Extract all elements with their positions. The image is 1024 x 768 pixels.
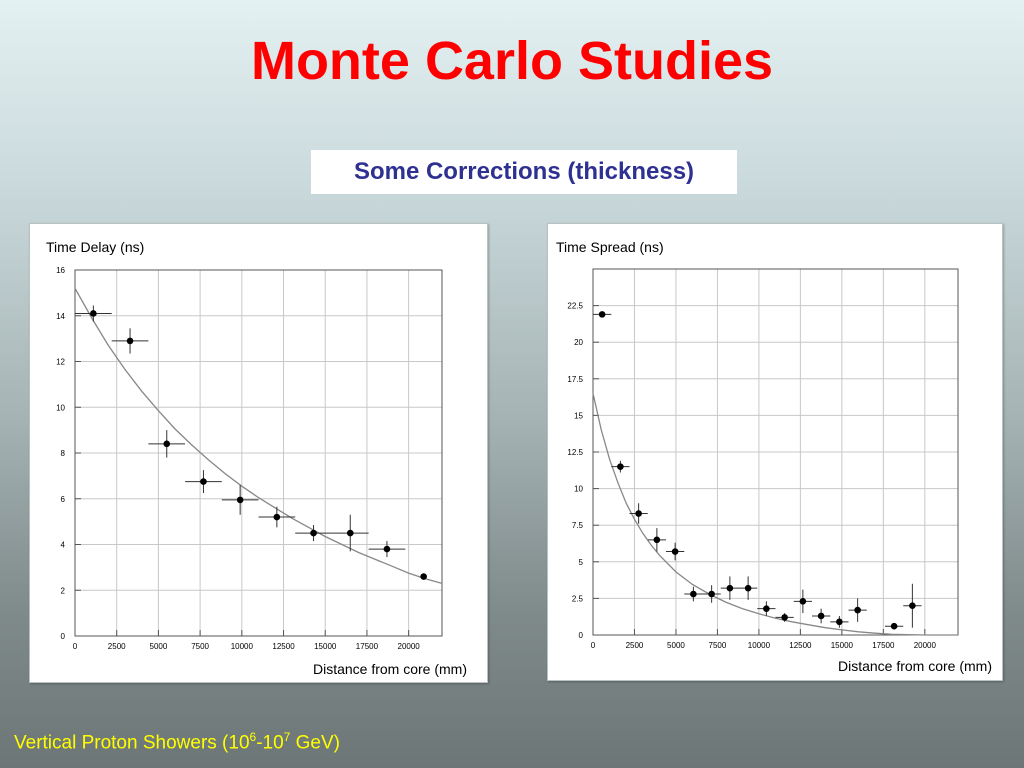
time-spread-y-tick-label: 2.5: [572, 594, 584, 603]
time-spread-data-point: [799, 598, 807, 605]
time-delay-y-tick-label: 2: [61, 586, 66, 595]
time-delay-y-tick-label: 4: [61, 541, 66, 550]
time-spread-data-point: [690, 590, 697, 598]
time-delay-x-tick-label: 17500: [356, 642, 379, 651]
time-spread-x-tick-label: 10000: [748, 641, 771, 650]
time-spread-y-tick-label: 20: [574, 338, 583, 347]
time-spread-data-point: [726, 584, 734, 592]
time-delay-y-tick-label: 10: [56, 403, 65, 412]
footer-prefix: Vertical Proton Showers (10: [14, 732, 250, 754]
time-delay-x-tick-label: 20000: [398, 642, 421, 651]
time-spread-y-tick-label: 5: [579, 558, 584, 567]
time-delay-data-point: [420, 573, 427, 580]
time-delay-y-tick-label: 8: [61, 449, 66, 458]
time-delay-x-tick-label: 5000: [150, 642, 168, 651]
time-spread-data-point: [617, 463, 624, 470]
footer-caption: Vertical Proton Showers (106-107 GeV): [14, 730, 340, 754]
time-delay-x-tick-label: 2500: [108, 642, 126, 651]
time-delay-x-tick-label: 0: [73, 642, 78, 651]
time-spread-data-point: [836, 618, 843, 626]
slide-subtitle: Some Corrections (thickness): [353, 158, 695, 185]
time-delay-y-tick-label: 16: [56, 266, 65, 275]
time-spread-data-point: [635, 510, 642, 517]
time-spread-data-point: [708, 590, 715, 598]
time-spread-y-tick-label: 17.5: [567, 375, 583, 384]
time-spread-fit-curve: [592, 393, 958, 636]
time-spread-data-point: [763, 605, 770, 612]
time-delay-data-point: [236, 496, 244, 504]
time-delay-x-tick-label: 7500: [191, 642, 209, 651]
time-delay-y-tick-label: 14: [56, 312, 65, 321]
time-delay-data-point: [346, 529, 354, 537]
time-spread-x-tick-label: 17500: [872, 641, 895, 650]
time-delay-x-tick-label: 12500: [272, 642, 295, 651]
time-spread-chart-xlabel: Distance from core (mm): [837, 658, 992, 674]
time-delay-chart: 0 2500 5000 7500 10000 12500 15000 17500 20000 0 2…: [56, 266, 443, 651]
footer-suffix: GeV): [290, 732, 340, 754]
time-delay-y-tick-label: 12: [56, 358, 65, 367]
time-delay-data-point: [90, 310, 97, 317]
time-spread-chart-panel: 0 2500 5000 7500 10000 12500 15000 17500 20000 0 2…: [547, 223, 1003, 681]
time-spread-y-tick-label: 12.5: [567, 448, 583, 457]
time-spread-x-tick-label: 7500: [709, 641, 727, 650]
time-spread-data-point: [744, 584, 752, 592]
time-delay-chart-panel: 0 2500 5000 7500 10000 12500 15000 17500 20000 0 2…: [29, 223, 488, 683]
time-delay-data-point: [126, 337, 134, 345]
time-spread-data-point: [598, 311, 606, 318]
time-spread-data-point: [909, 602, 916, 610]
time-spread-x-tick-label: 2500: [626, 641, 644, 650]
time-spread-data-point: [781, 614, 788, 621]
time-spread-data-point: [890, 622, 898, 630]
time-spread-data-point: [653, 536, 661, 544]
time-delay-data-point: [200, 478, 207, 485]
time-spread-x-tick-label: 5000: [667, 641, 685, 650]
time-spread-chart-title: Time Spread (ns): [556, 239, 664, 255]
time-spread-x-tick-label: 15000: [831, 641, 854, 650]
subtitle-box: Some Corrections (thickness): [311, 150, 737, 194]
time-spread-x-tick-label: 20000: [914, 641, 937, 650]
time-delay-y-tick-label: 6: [61, 495, 66, 504]
time-spread-data-point: [854, 606, 861, 614]
time-spread-data-point: [671, 548, 679, 555]
time-delay-data-point: [310, 529, 317, 537]
footer-exponent-1: 6: [249, 730, 257, 744]
time-spread-y-tick-label: 15: [574, 411, 583, 420]
time-delay-data-point: [273, 513, 281, 521]
time-delay-y-tick-label: 0: [61, 632, 66, 641]
time-delay-x-tick-label: 10000: [231, 642, 254, 651]
time-spread-chart: 0 2500 5000 7500 10000 12500 15000 17500 20000 0 2…: [567, 268, 959, 650]
time-spread-data-point: [817, 612, 825, 620]
time-spread-y-tick-label: 22.5: [567, 302, 583, 311]
time-delay-chart-xlabel: Distance from core (mm): [312, 661, 467, 677]
time-spread-y-tick-label: 10: [574, 485, 583, 494]
time-spread-x-tick-label: 0: [591, 641, 596, 650]
footer-exponent-2: 7: [283, 730, 291, 744]
time-spread-y-tick-label: 0: [579, 631, 584, 640]
time-delay-chart-title: Time Delay (ns): [46, 239, 145, 255]
time-delay-x-tick-label: 15000: [314, 642, 337, 651]
footer-mid: -10: [256, 732, 284, 754]
time-delay-data-point: [383, 545, 391, 553]
time-delay-data-point: [163, 440, 171, 448]
time-delay-fit-curve: [74, 287, 443, 585]
slide-title: Monte Carlo Studies: [250, 31, 774, 91]
time-spread-y-tick-label: 7.5: [572, 521, 584, 530]
time-spread-x-tick-label: 12500: [789, 641, 812, 650]
